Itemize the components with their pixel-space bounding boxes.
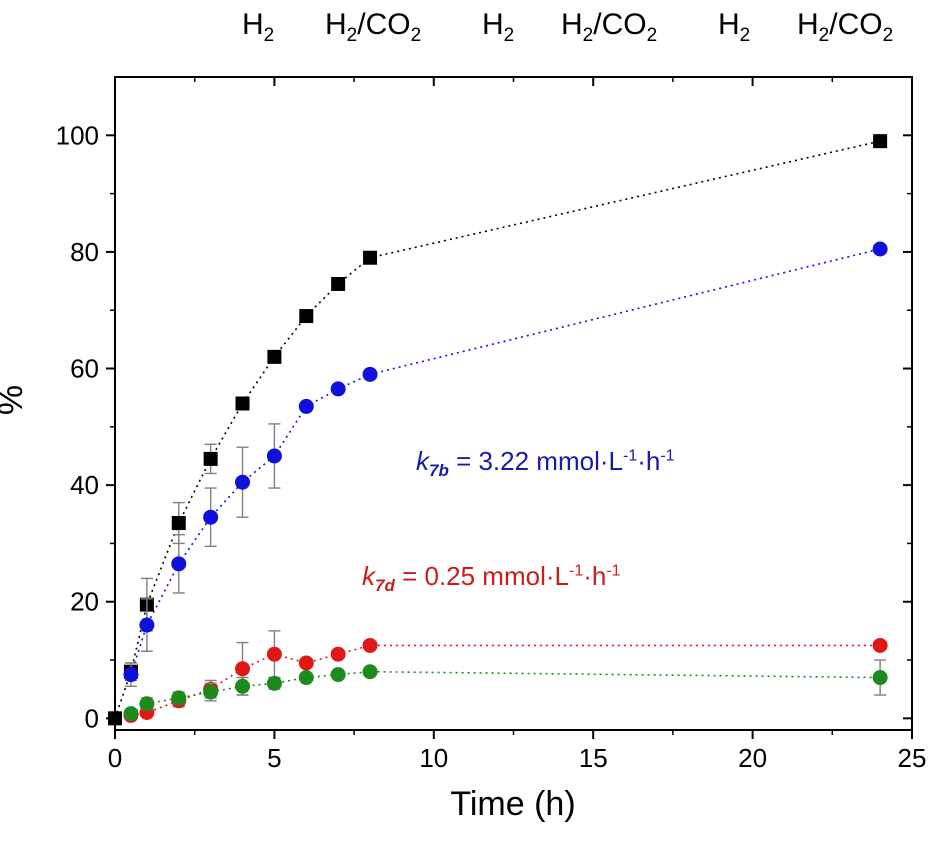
x-axis-label: Time (h) — [450, 785, 575, 823]
y-tick-label: 20 — [70, 587, 99, 617]
y-tick-label: 100 — [56, 120, 99, 150]
plot-axes: 0 5 10 15 20 25 0 20 40 60 80 100 — [56, 76, 927, 773]
series-line — [130, 644, 881, 717]
data-point — [139, 696, 155, 712]
x-tick-label: 0 — [108, 743, 122, 773]
data-point — [108, 711, 122, 726]
data-point — [330, 667, 346, 683]
data-point — [330, 381, 346, 397]
data-point — [363, 250, 378, 265]
data-point — [235, 661, 251, 677]
x-tick-label: 25 — [898, 743, 927, 773]
y-tick-label: 0 — [85, 703, 99, 733]
phase-label-5: H2 — [718, 8, 751, 46]
y-tick-label: 80 — [70, 237, 99, 267]
x-tick-label: 15 — [579, 743, 608, 773]
phase-label-2: H2/CO2 — [325, 8, 422, 46]
data-point — [266, 675, 282, 691]
data-point — [267, 349, 282, 364]
data-point — [235, 474, 251, 490]
plot-frame — [114, 76, 913, 731]
series-0 — [108, 134, 888, 726]
rate-annotation-7b: k7b = 3.22 mmol·L-1·h-1 — [416, 446, 675, 481]
x-tick-label: 20 — [738, 743, 767, 773]
data-point — [203, 684, 219, 700]
data-point — [298, 398, 314, 414]
data-point — [330, 646, 346, 662]
data-point — [171, 516, 186, 531]
data-point — [123, 706, 139, 722]
data-point — [298, 670, 314, 686]
data-point — [299, 309, 314, 324]
series-3 — [123, 659, 888, 722]
series-line — [114, 140, 881, 719]
plot-marks — [108, 134, 888, 726]
data-point — [171, 690, 187, 706]
data-point — [203, 509, 219, 525]
y-axis-label: % — [0, 385, 30, 415]
phase-label-1: H2 — [242, 8, 275, 46]
data-point — [872, 670, 888, 686]
data-point — [362, 637, 378, 653]
series-line — [130, 670, 881, 715]
x-tick-label: 5 — [267, 743, 281, 773]
data-point — [362, 664, 378, 680]
y-tick-label: 60 — [70, 354, 99, 384]
phase-label-4: H2/CO2 — [561, 8, 658, 46]
data-point — [139, 617, 155, 633]
x-tick-label: 10 — [419, 743, 448, 773]
data-point — [203, 451, 218, 466]
series-1 — [123, 241, 888, 687]
data-point — [298, 655, 314, 671]
series-line — [130, 248, 881, 675]
phase-label-6: H2/CO2 — [797, 8, 894, 46]
y-tick-label: 40 — [70, 470, 99, 500]
phase-label-3: H2 — [482, 8, 515, 46]
data-point — [872, 241, 888, 257]
data-point — [266, 646, 282, 662]
data-point — [235, 396, 250, 411]
data-point — [873, 134, 888, 149]
data-point — [171, 556, 187, 572]
rate-annotation-7d: k7d = 0.25 mmol·L-1·h-1 — [362, 561, 621, 596]
data-point — [362, 366, 378, 382]
data-point — [872, 637, 888, 653]
data-point — [123, 667, 139, 683]
data-point — [266, 448, 282, 464]
data-point — [331, 276, 346, 291]
data-point — [235, 678, 251, 694]
